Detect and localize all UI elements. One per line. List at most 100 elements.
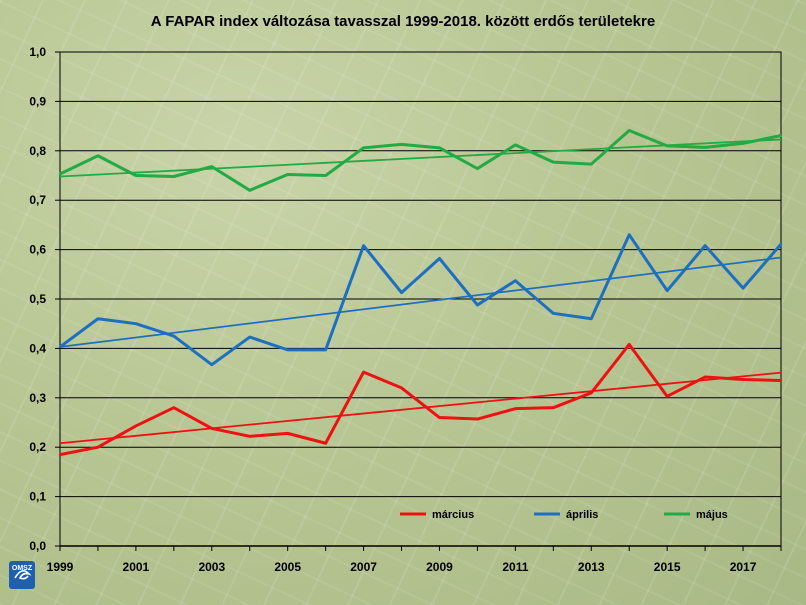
series-line-május <box>59 129 782 192</box>
data-point <box>324 174 327 177</box>
x-tick-label: 2009 <box>426 560 453 574</box>
data-point <box>779 242 783 246</box>
data-point <box>172 175 176 178</box>
data-point <box>324 348 327 352</box>
data-point <box>779 134 783 137</box>
data-point <box>362 244 365 247</box>
data-point <box>58 345 62 349</box>
data-point <box>248 335 251 339</box>
grid-layer <box>59 51 782 547</box>
series-line-április <box>59 233 783 367</box>
y-tick-label: 0,2 <box>29 440 46 454</box>
data-point <box>552 312 555 315</box>
data-point <box>400 143 403 146</box>
data-point <box>58 172 62 176</box>
data-point <box>665 144 669 148</box>
data-point <box>514 143 517 147</box>
trendline-április <box>59 256 782 348</box>
omsz-logo: OMSZ <box>9 561 35 589</box>
data-point <box>703 146 707 149</box>
data-point <box>590 391 593 395</box>
y-tick-label: 1,0 <box>29 45 46 59</box>
trend-layer <box>59 138 782 445</box>
x-tick-label: 2001 <box>123 560 150 574</box>
data-point <box>134 174 138 177</box>
y-tick-label: 0,3 <box>29 391 46 405</box>
legend-label: május <box>696 509 728 521</box>
data-point <box>703 375 707 379</box>
data-point <box>286 348 289 352</box>
data-point <box>628 233 631 236</box>
data-point <box>248 435 251 438</box>
y-tick-label: 0,8 <box>29 144 46 158</box>
legend-label: április <box>566 509 598 521</box>
trendline-május <box>59 138 782 178</box>
data-point <box>58 453 62 456</box>
data-point <box>438 257 441 260</box>
axis-layer: 0,0 0,1 0,2 0,3 0,4 0,5 0,6 0,7 0,8 0,9 1,0 1999 200… <box>29 45 782 574</box>
x-tick-label: 2005 <box>274 560 301 574</box>
data-point <box>362 146 365 150</box>
trendline-március <box>59 371 782 445</box>
y-tick-label: 0,4 <box>29 341 46 355</box>
data-point <box>96 446 100 449</box>
data-point <box>476 303 479 307</box>
data-point <box>438 416 441 419</box>
data-point <box>286 432 289 435</box>
x-tick-label: 2017 <box>730 560 757 574</box>
chart-title: A FAPAR index változása tavasszal 1999-2… <box>151 13 655 30</box>
legend: március április május <box>400 509 728 521</box>
data-point <box>172 334 176 338</box>
data-point <box>210 363 213 366</box>
data-point <box>665 395 669 398</box>
data-point <box>96 317 100 320</box>
data-point <box>590 317 593 320</box>
x-tick-label: 2011 <box>502 560 528 574</box>
x-tick-label: 2015 <box>654 560 681 574</box>
data-point <box>741 378 745 381</box>
data-point <box>476 167 479 170</box>
x-tick-label: 2007 <box>350 560 377 574</box>
x-tick-label: 1999 <box>47 560 74 574</box>
data-point <box>248 189 251 192</box>
data-point <box>134 424 138 428</box>
data-point <box>741 286 745 290</box>
omsz-logo-text: OMSZ <box>12 565 33 572</box>
data-point <box>96 154 100 157</box>
y-tick-label: 0,0 <box>29 539 46 553</box>
data-point <box>324 442 327 445</box>
x-tick-label: 2013 <box>578 560 605 574</box>
y-tick-label: 0,1 <box>29 490 46 504</box>
data-point <box>286 173 289 176</box>
data-point <box>210 165 213 168</box>
data-point <box>476 417 479 421</box>
data-point <box>590 162 593 166</box>
data-point <box>172 406 176 409</box>
legend-label: március <box>432 509 474 521</box>
data-point <box>400 386 403 390</box>
data-point <box>628 343 631 346</box>
data-point <box>665 289 669 292</box>
data-point <box>779 379 783 382</box>
data-point <box>134 322 138 325</box>
data-point <box>552 160 555 164</box>
series-line-március <box>59 342 782 457</box>
data-point <box>400 291 403 294</box>
data-point <box>703 244 707 247</box>
data-point <box>362 370 365 374</box>
x-tick-label: 2003 <box>198 560 225 574</box>
series-layer <box>58 129 783 457</box>
data-point <box>514 279 517 282</box>
y-tick-label: 0,6 <box>29 243 46 257</box>
data-point <box>210 427 213 430</box>
data-point <box>741 142 745 145</box>
y-tick-label: 0,9 <box>29 94 46 108</box>
wave-icon <box>14 570 32 580</box>
data-point <box>514 407 517 410</box>
data-point <box>628 129 631 132</box>
data-point <box>552 406 555 409</box>
y-tick-label: 0,5 <box>29 292 46 306</box>
y-tick-label: 0,7 <box>29 193 46 207</box>
